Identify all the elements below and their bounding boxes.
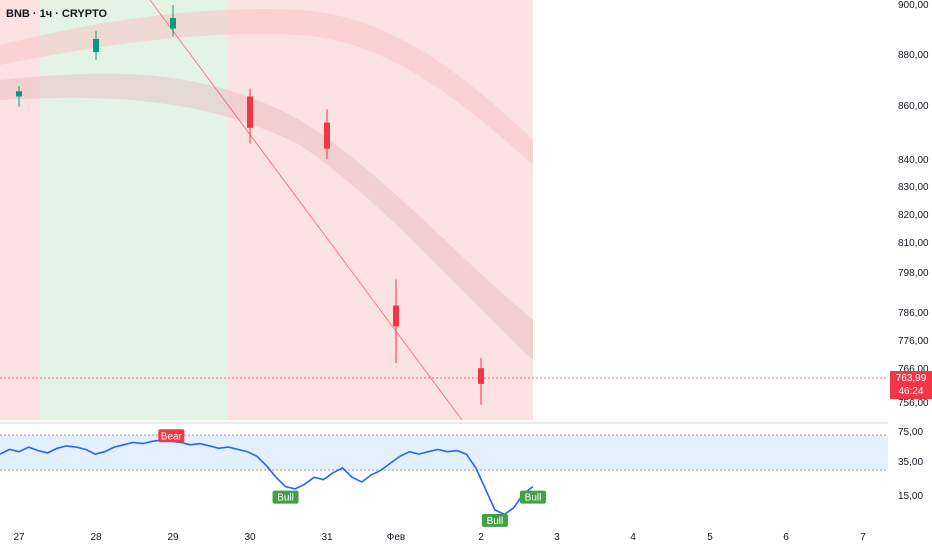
time-axis[interactable]: 27 28 29 30 31 Фев 2 3 4 5 6 7 <box>13 532 866 543</box>
price-tick-label: 860,00 <box>898 101 929 112</box>
rsi-group <box>0 439 534 516</box>
time-tick-label: 7 <box>860 532 866 543</box>
time-tick-label: 29 <box>167 532 179 543</box>
price-tick-label: 798,00 <box>898 268 929 279</box>
bear-zone-right <box>228 0 533 420</box>
bear-zone-left <box>0 0 40 420</box>
time-tick-label: 5 <box>707 532 713 543</box>
time-tick-label: 4 <box>630 532 636 543</box>
price-tick-label: 900,00 <box>898 0 929 11</box>
time-tick-label: 27 <box>13 532 25 543</box>
time-tick-label: Фев <box>387 532 405 543</box>
candle-body <box>324 122 330 149</box>
envelope-band-upper <box>0 9 533 165</box>
price-tick-label: 820,00 <box>898 210 929 221</box>
last-price-badge: 763,99 46:24 <box>890 371 932 399</box>
price-tick-label: 766,00 <box>898 364 929 375</box>
time-tick-label: 30 <box>244 532 256 543</box>
last-price-value: 763,99 <box>895 373 927 384</box>
rsi-tick-label: 75,00 <box>898 427 923 438</box>
candle-body <box>170 18 176 29</box>
candle-body <box>93 38 99 53</box>
price-tick-label: 810,00 <box>898 238 929 249</box>
time-tick-label: 2 <box>478 532 484 543</box>
bull-label-box <box>520 490 546 504</box>
time-tick-label: 3 <box>554 532 560 543</box>
rsi-labels-group: Bear Bull Bull Bull <box>158 429 546 527</box>
bear-label: Bear <box>161 431 183 442</box>
candle-body <box>393 305 399 327</box>
bull-label: Bull <box>525 493 542 504</box>
candle-body <box>478 368 484 384</box>
price-tick-label: 880,00 <box>898 50 929 61</box>
rsi-tick-label: 35,00 <box>898 457 923 468</box>
time-tick-label: 28 <box>90 532 102 543</box>
candle-body <box>16 91 22 97</box>
symbol-title: BNB · 1ч · CRYPTO <box>6 8 108 20</box>
price-tick-label: 840,00 <box>898 155 929 166</box>
bar-countdown: 46:24 <box>898 386 924 397</box>
rsi-band <box>0 435 888 470</box>
price-tick-label: 786,00 <box>898 308 929 319</box>
trend-line <box>149 0 463 421</box>
bull-label: Bull <box>487 516 504 527</box>
candle-body <box>247 96 253 128</box>
rsi-line <box>0 439 534 516</box>
price-tick-label: 776,00 <box>898 336 929 347</box>
price-tick-label: 756,00 <box>898 398 929 409</box>
price-axis[interactable]: 900,00 880,00 860,00 840,00 830,00 820,00 810,… <box>898 0 929 409</box>
bull-label: Bull <box>277 493 294 504</box>
bull-zone <box>40 0 228 420</box>
rsi-axis[interactable]: 75,00 35,00 15,00 <box>898 427 923 502</box>
time-tick-label: 31 <box>321 532 333 543</box>
candles-group <box>16 5 484 405</box>
bear-label-box <box>158 429 185 443</box>
bull-label-box <box>481 513 508 527</box>
time-tick-label: 6 <box>783 532 789 543</box>
rsi-tick-label: 15,00 <box>898 491 923 502</box>
price-tick-label: 830,00 <box>898 182 929 193</box>
bull-label-box <box>272 490 299 504</box>
